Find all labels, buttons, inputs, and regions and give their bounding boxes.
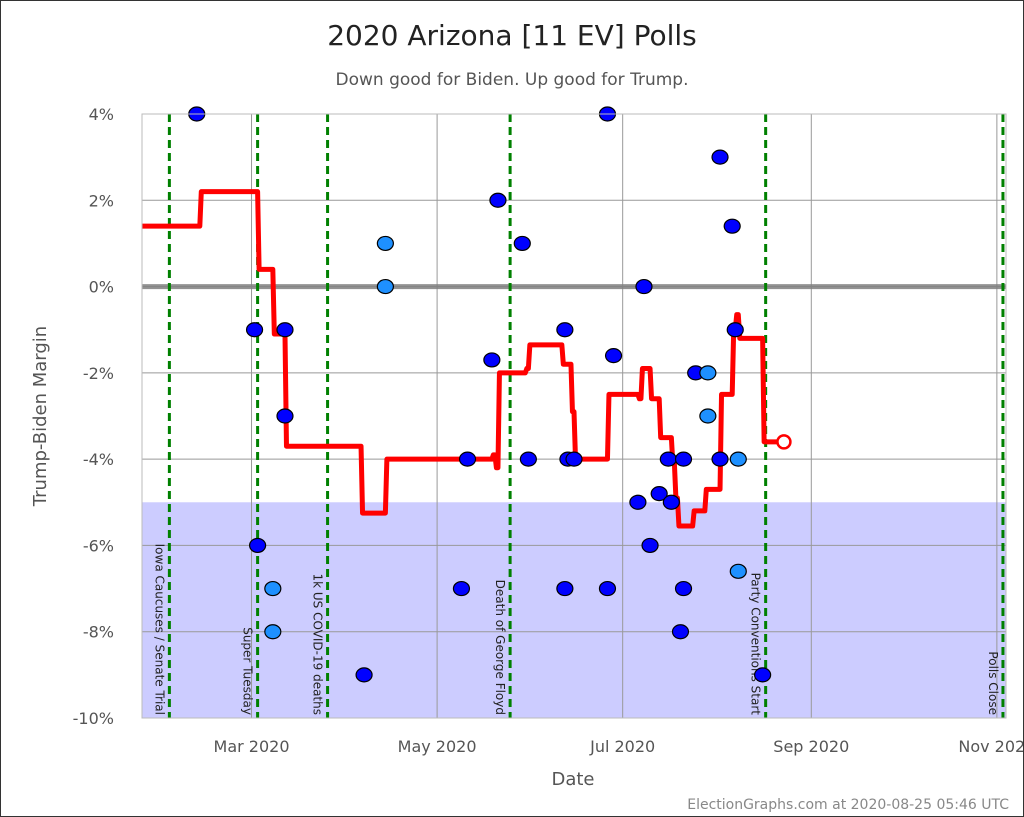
poll-point: [699, 408, 717, 424]
y-tick-label: -4%: [83, 450, 114, 469]
poll-point: [635, 278, 653, 295]
poll-point: [519, 451, 537, 467]
poll-point: [711, 149, 729, 165]
poll-point: [489, 192, 507, 208]
poll-point: [249, 537, 267, 554]
poll-point: [754, 667, 772, 683]
poll-point: [604, 348, 623, 364]
event-label: 1k US COVID-19 deaths: [311, 573, 325, 715]
x-tick-label: Sep 2020: [773, 737, 849, 756]
poll-point: [264, 580, 282, 597]
poll-point: [276, 322, 294, 338]
y-tick-label: -2%: [83, 364, 114, 383]
y-tick-label: -6%: [83, 536, 114, 555]
y-tick-label: 4%: [89, 105, 114, 124]
poll-point: [513, 235, 531, 252]
footer-credit: ElectionGraphs.com at 2020-08-25 05:46 U…: [687, 797, 1009, 813]
chart-subtitle: Down good for Biden. Up good for Trump.: [336, 70, 689, 90]
poll-point: [729, 451, 747, 467]
event-label: Death of George Floyd: [493, 580, 507, 715]
poll-point: [629, 494, 647, 510]
poll-point: [659, 451, 677, 467]
x-axis-label: Date: [551, 769, 594, 790]
x-tick-label: May 2020: [398, 737, 477, 756]
x-tick-label: Jul 2020: [589, 737, 655, 756]
poll-point: [556, 580, 574, 597]
y-tick-label: -10%: [73, 709, 114, 728]
poll-point: [264, 624, 282, 640]
shaded-region: [142, 502, 1006, 718]
poll-point: [723, 218, 741, 234]
poll-point: [726, 322, 744, 338]
poll-point: [674, 451, 693, 467]
trend-line: [142, 189, 787, 529]
poll-point: [671, 624, 690, 640]
poll-point: [711, 451, 729, 467]
poll-point: [376, 235, 394, 252]
y-axis-label: Trump-Biden Margin: [30, 326, 51, 507]
poll-point: [729, 563, 747, 579]
poll-point: [699, 365, 717, 381]
poll-point: [245, 322, 264, 338]
poll-point: [662, 494, 680, 510]
poll-point: [276, 408, 294, 424]
y-tick-label: 0%: [89, 278, 114, 297]
y-tick-label: 2%: [89, 191, 114, 210]
poll-point: [458, 451, 477, 467]
poll-point: [650, 486, 668, 502]
trend-current-marker: [776, 434, 792, 450]
y-tick-label: -8%: [83, 623, 114, 642]
poll-point: [452, 580, 471, 597]
poll-point: [355, 667, 373, 683]
poll-point: [598, 580, 617, 597]
poll-point: [565, 451, 583, 467]
plot-border: [141, 113, 1007, 719]
event-label: Polls Close: [986, 651, 1000, 715]
poll-point: [556, 322, 574, 338]
event-label: Party Conventions Start: [749, 573, 763, 716]
poll-point: [483, 352, 501, 368]
poll-point: [674, 580, 693, 597]
x-tick-label: Mar 2020: [214, 737, 290, 756]
chart-title: 2020 Arizona [11 EV] Polls: [327, 19, 697, 52]
event-label: Iowa Caucuses / Senate Trial: [152, 544, 166, 715]
event-label: Super Tuesday: [241, 627, 255, 715]
poll-point: [376, 278, 394, 295]
x-tick-label: Nov 2020: [958, 737, 1023, 756]
poll-point: [641, 537, 659, 554]
